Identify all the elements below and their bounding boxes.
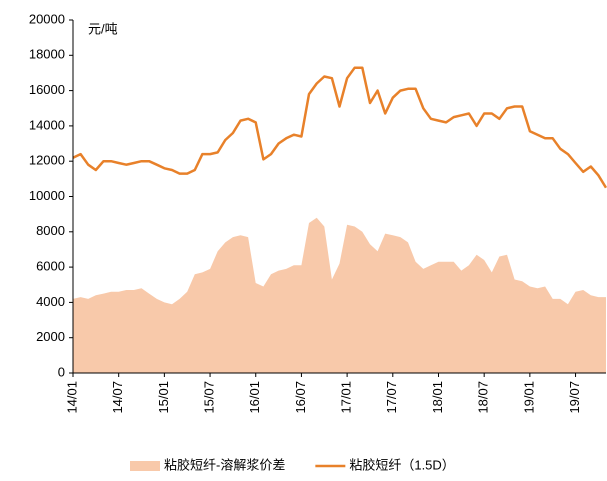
y-tick-label: 10000	[29, 188, 65, 203]
x-tick-label: 19/01	[521, 381, 536, 414]
y-tick-label: 8000	[36, 223, 65, 238]
x-tick-label: 19/07	[567, 381, 582, 414]
x-tick-label: 18/07	[476, 381, 491, 414]
area	[73, 217, 606, 373]
y-tick-label: 6000	[36, 259, 65, 274]
legend-swatch	[130, 461, 160, 471]
y-tick-label: 20000	[29, 11, 65, 26]
y-tick-label: 18000	[29, 47, 65, 62]
x-tick-label: 18/01	[430, 381, 445, 414]
x-tick-label: 14/07	[110, 381, 125, 414]
y-tick-label: 12000	[29, 153, 65, 168]
y-tick-label: 16000	[29, 82, 65, 97]
x-tick-label: 17/01	[339, 381, 354, 414]
y-unit-label: 元/吨	[88, 21, 118, 36]
x-tick-label: 15/01	[156, 381, 171, 414]
legend-label: 粘胶短纤（1.5D）	[349, 457, 454, 472]
x-tick-label: 16/07	[293, 381, 308, 414]
line	[72, 66, 607, 189]
y-tick-label: 0	[58, 364, 65, 379]
legend-label: 粘胶短纤-溶解浆价差	[164, 457, 285, 472]
y-tick-label: 14000	[29, 117, 65, 132]
x-tick-label: 16/01	[247, 381, 262, 414]
y-tick-label: 4000	[36, 294, 65, 309]
x-tick-label: 17/07	[384, 381, 399, 414]
x-tick-label: 14/01	[64, 381, 79, 414]
y-tick-label: 2000	[36, 329, 65, 344]
x-tick-label: 15/07	[201, 381, 216, 414]
